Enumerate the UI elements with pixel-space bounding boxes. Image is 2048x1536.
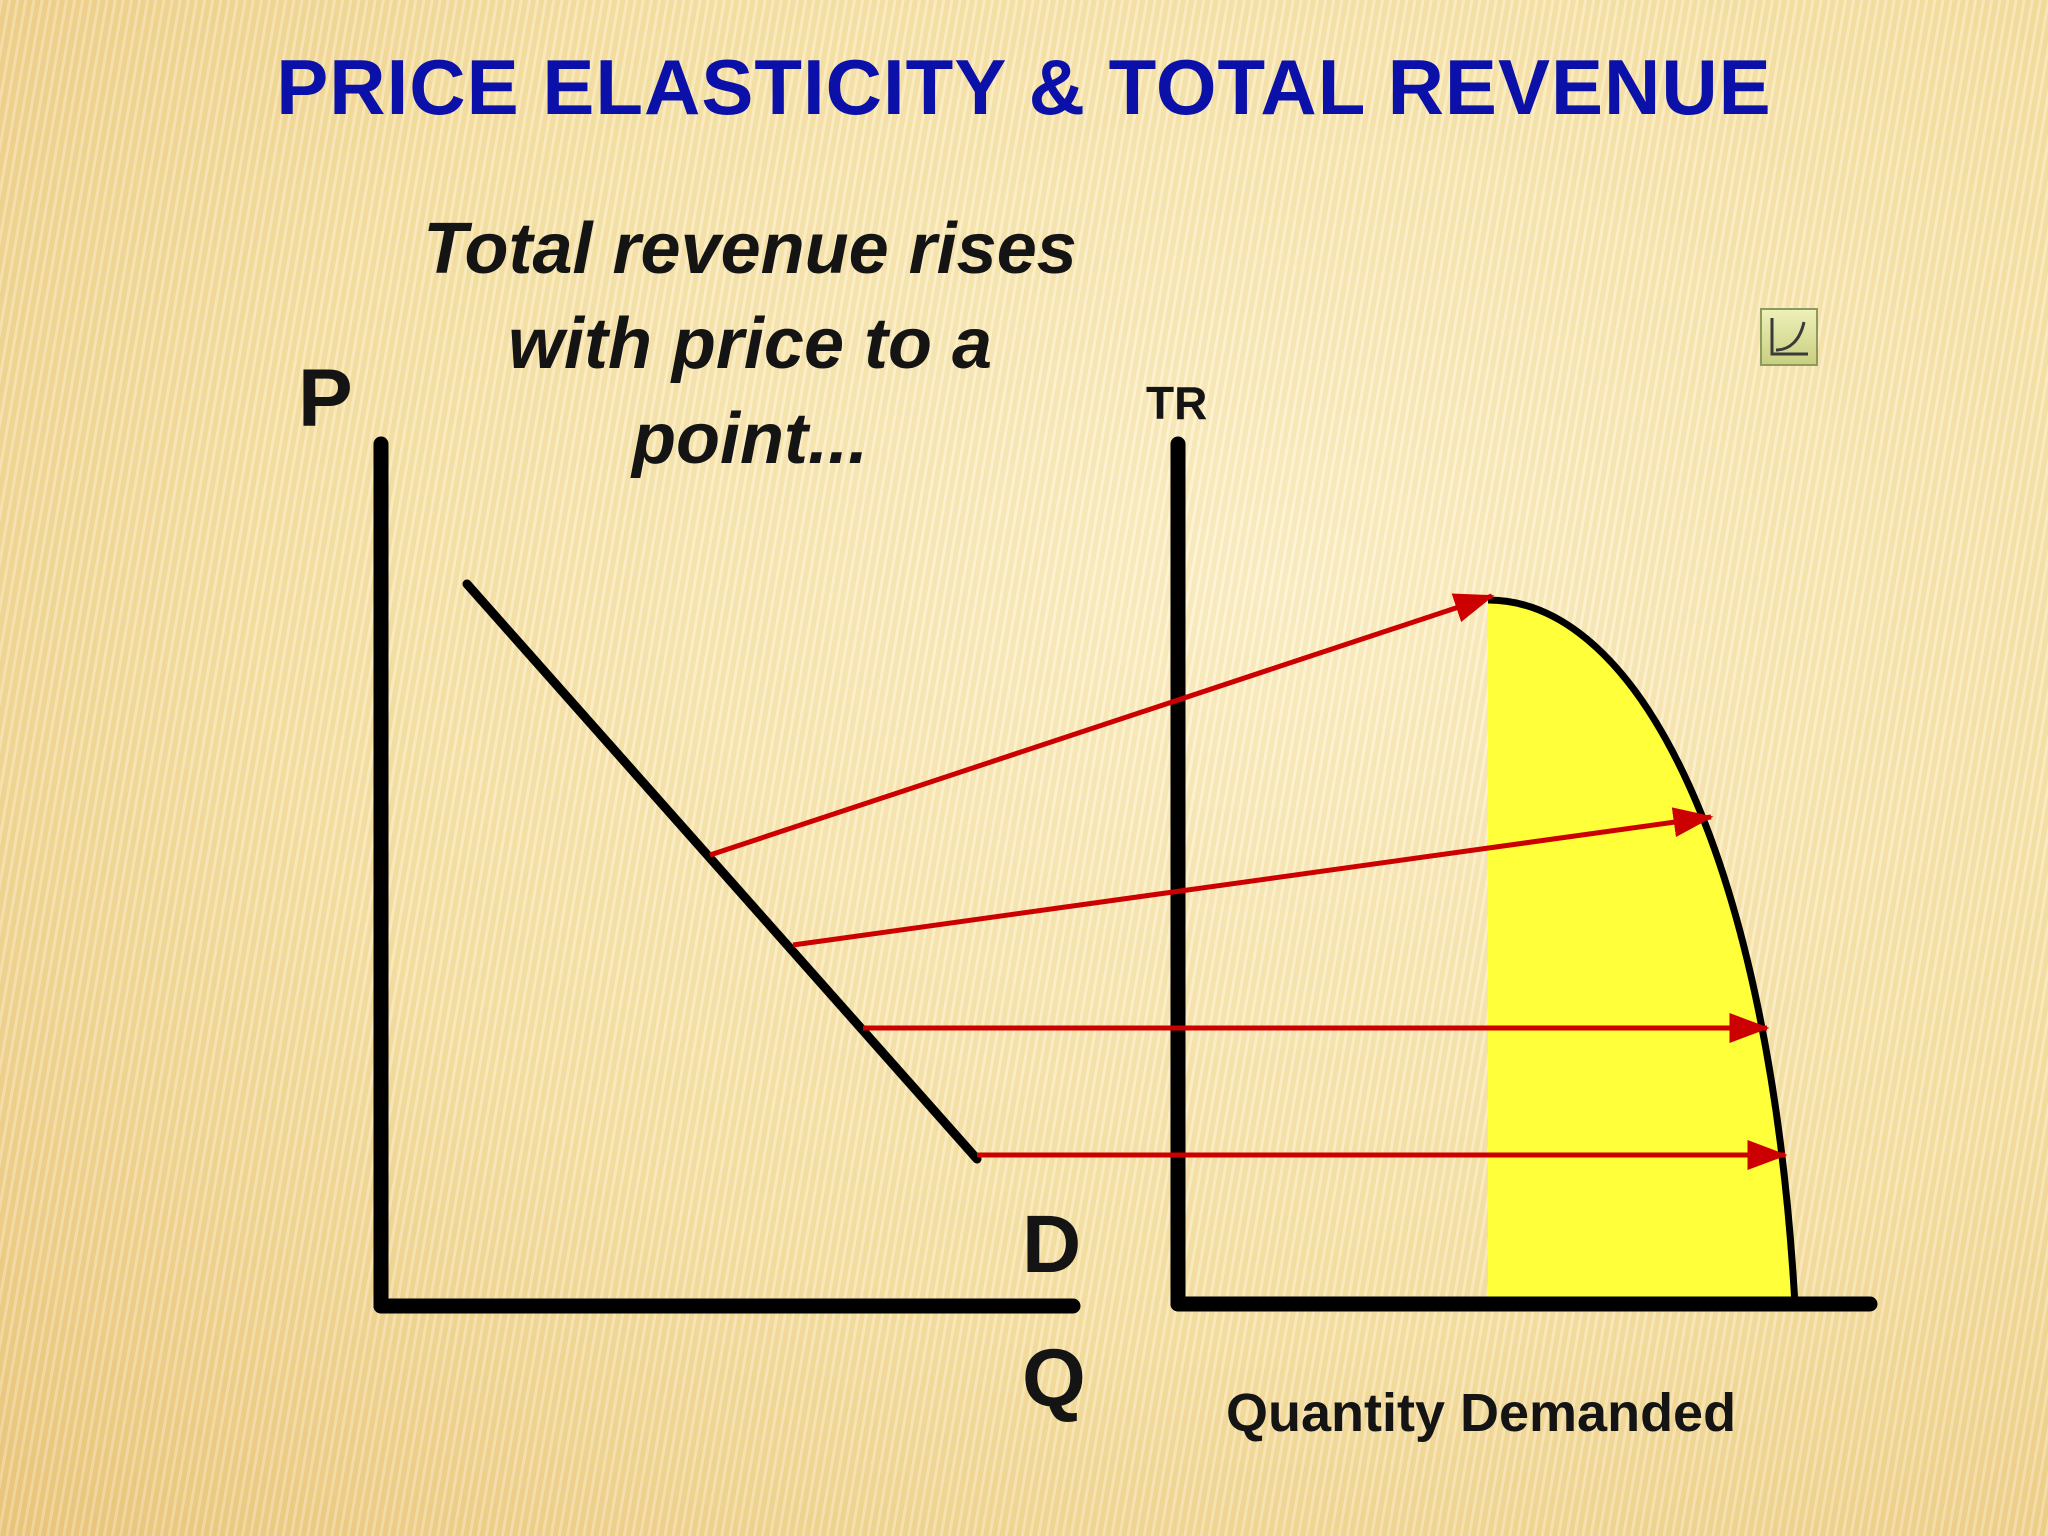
tr-shaded-area: [1488, 600, 1795, 1305]
arrow-2: [792, 807, 1714, 948]
chart-curve-icon[interactable]: [1760, 308, 1818, 366]
caption-line-2: with price to a: [507, 304, 993, 384]
left-y-axis-label: P: [298, 353, 353, 444]
caption: Total revenue rises with price to a poin…: [360, 202, 1140, 487]
demand-curve-label: D: [1022, 1199, 1082, 1290]
tr-curve: [1487, 596, 1799, 1306]
arrow-1: [709, 593, 1495, 858]
caption-line-3: point...: [632, 399, 868, 479]
slide-title: PRICE ELASTICITY & TOTAL REVENUE: [276, 43, 1772, 131]
left-x-axis-label: Q: [1022, 1333, 1086, 1424]
chart-curve-icon-graphic: [1770, 318, 1808, 356]
caption-line-1: Total revenue rises: [423, 209, 1077, 289]
right-x-axis-label: Quantity Demanded: [1226, 1383, 1737, 1443]
right-y-axis-label: TR: [1146, 377, 1208, 429]
demand-line: [462, 579, 982, 1164]
